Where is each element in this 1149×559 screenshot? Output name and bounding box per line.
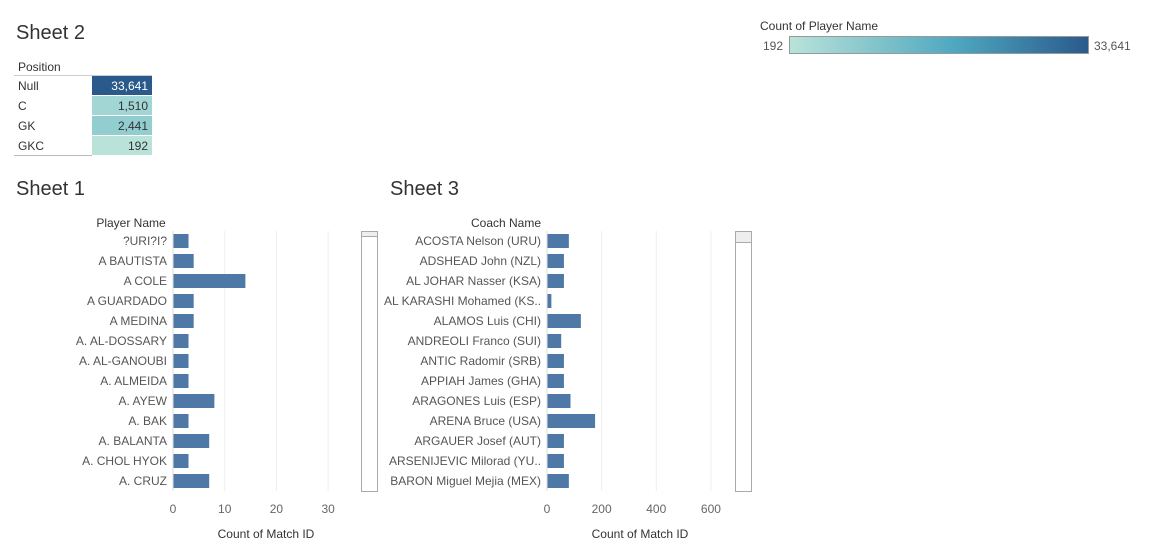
category-label: ANDREOLI Franco (SUI) [408,334,541,348]
category-label: APPIAH James (GHA) [421,374,541,388]
bar[interactable] [173,354,189,368]
category-label: A. AL-GANOUBI [79,354,167,368]
category-header: Coach Name [471,216,541,230]
color-legend-gradient [789,36,1089,54]
bar[interactable] [547,474,569,488]
bar[interactable] [547,254,564,268]
category-label: ARAGONES Luis (ESP) [412,394,541,408]
position-header: Position [18,60,61,74]
bar[interactable] [547,434,564,448]
category-label: AL JOHAR Nasser (KSA) [406,274,541,288]
table-header-divider [14,75,152,76]
category-label: ARENA Bruce (USA) [430,414,541,428]
bar[interactable] [173,274,246,288]
category-label: ARGAUER Josef (AUT) [414,434,541,448]
bar[interactable] [173,374,189,388]
bar[interactable] [173,234,189,248]
bar[interactable] [173,474,210,488]
legend-min-label: 192 [763,39,784,53]
x-tick-label: 600 [701,502,721,516]
table-row: C 1,510 [14,96,152,116]
count-cell: 192 [92,136,152,155]
count-cell: 33,641 [92,76,152,95]
category-label: ALAMOS Luis (CHI) [434,314,541,328]
bar[interactable] [547,394,571,408]
count-cell: 2,441 [92,116,152,135]
bar[interactable] [173,434,210,448]
x-tick-label: 200 [592,502,612,516]
bar[interactable] [547,314,581,328]
bar[interactable] [173,294,194,308]
bar[interactable] [173,454,189,468]
x-tick-label: 30 [321,502,335,516]
sheet1-bar-chart: Player Name ?URI?I? A BAUTISTA A COLE A GUAR… [76,216,335,541]
position-label: GKC [18,139,45,153]
x-tick-label: 10 [218,502,232,516]
category-label: A COLE [124,274,167,288]
count-value: 192 [127,139,148,153]
table-bottom-divider [14,155,92,156]
bar[interactable] [547,234,569,248]
category-label: A. BAK [128,414,167,428]
sheet3-scrollbar-thumb[interactable] [736,232,751,243]
category-label: A GUARDADO [87,294,167,308]
category-label: ACOSTA Nelson (URU) [415,234,541,248]
x-axis-label: Count of Match ID [592,527,689,541]
bar[interactable] [173,414,189,428]
count-cell: 1,510 [92,96,152,115]
category-label: AL KARASHI Mohamed (KS.. [384,294,541,308]
category-label: ANTIC Radomir (SRB) [420,354,541,368]
legend-max-label: 33,641 [1094,39,1131,53]
category-label: A. CRUZ [119,474,167,488]
category-label: ARSENIJEVIC Milorad (YU.. [389,454,541,468]
category-header: Player Name [96,216,166,230]
category-label: A MEDINA [110,314,167,328]
category-label: ADSHEAD John (NZL) [420,254,541,268]
bar[interactable] [547,354,564,368]
category-label: BARON Miguel Mejia (MEX) [390,474,541,488]
table-row: Null 33,641 [14,76,152,96]
sheet2-title: Sheet 2 [16,22,85,44]
position-label: GK [18,119,36,133]
bar[interactable] [547,274,564,288]
bar[interactable] [173,254,194,268]
bar[interactable] [547,374,564,388]
x-tick-label: 0 [170,502,177,516]
count-value: 1,510 [117,99,148,113]
bar[interactable] [173,394,215,408]
bar[interactable] [547,454,564,468]
sheet3-scrollbar[interactable] [735,231,752,492]
category-label: A. AYEW [119,394,168,408]
bar[interactable] [547,294,552,308]
sheet1-scrollbar[interactable] [361,231,378,492]
x-tick-label: 0 [544,502,551,516]
position-label: Null [18,79,39,93]
count-value: 33,641 [111,79,148,93]
count-value: 2,441 [117,119,148,133]
category-label: A. CHOL HYOK [82,454,167,468]
bar[interactable] [173,314,194,328]
sheet1-scrollbar-thumb[interactable] [362,232,377,237]
sheet3-bar-chart: Coach Name ACOSTA Nelson (URU) ADSHEAD Joh… [384,216,721,541]
bar[interactable] [547,414,596,428]
category-label: A. BALANTA [99,434,167,448]
category-label: A BAUTISTA [99,254,167,268]
bar[interactable] [173,334,189,348]
category-label: ?URI?I? [123,234,167,248]
table-row: GK 2,441 [14,116,152,136]
x-axis-label: Count of Match ID [218,527,315,541]
sheet3-title: Sheet 3 [390,178,459,200]
table-row: GKC 192 [14,136,152,156]
position-label: C [18,99,27,113]
sheet1-title: Sheet 1 [16,178,85,200]
bar[interactable] [547,334,562,348]
legend-title: Count of Player Name [760,19,879,33]
category-label: A. AL-DOSSARY [76,334,167,348]
category-label: A. ALMEIDA [100,374,167,388]
x-tick-label: 20 [270,502,284,516]
x-tick-label: 400 [646,502,666,516]
